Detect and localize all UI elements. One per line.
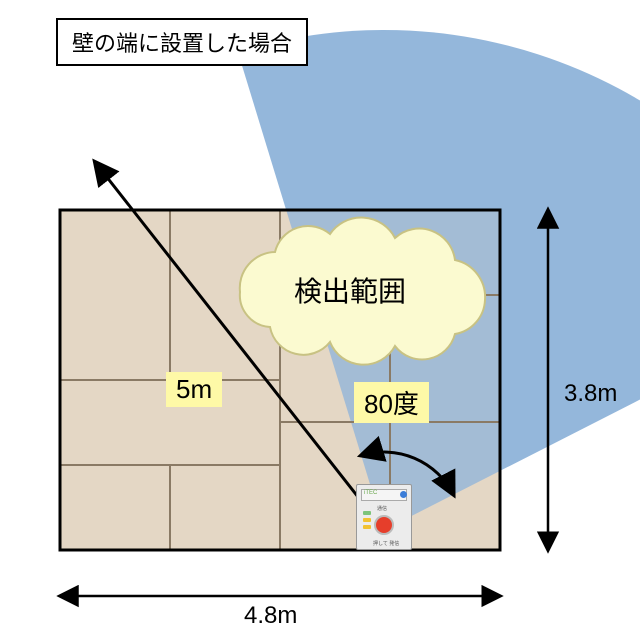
device-small-label: 通信 [377,505,387,512]
height-label: 3.8m [564,380,617,408]
device-led-blue [400,491,407,498]
title-box: 壁の端に設置した場合 [56,18,308,66]
device-button [374,515,394,535]
angle-label: 80度 [354,382,429,423]
sensor-device: iTEC 通信 押して 発信 [356,484,412,550]
device-led-1 [363,511,371,515]
device-bottom-label: 押して 発信 [373,540,399,547]
width-label: 4.8m [244,602,297,630]
device-led-3 [363,525,371,529]
distance-label: 5m [166,372,222,407]
title-text: 壁の端に設置した場合 [72,31,292,56]
device-led-2 [363,518,371,522]
detection-range-label: 検出範囲 [284,268,416,312]
